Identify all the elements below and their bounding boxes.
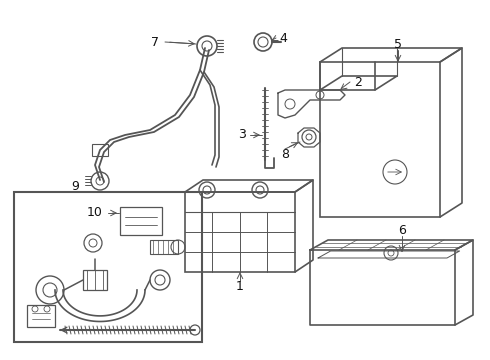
Bar	[14, 192, 202, 342]
Text: 3: 3	[238, 129, 246, 141]
Text: 5: 5	[394, 37, 402, 50]
Text: 6: 6	[398, 224, 406, 237]
Bar	[320, 62, 440, 217]
Text: 4: 4	[279, 31, 287, 45]
Bar	[27, 305, 55, 327]
Bar	[83, 270, 107, 290]
Bar	[92, 144, 108, 156]
Bar	[150, 240, 178, 254]
Bar	[120, 207, 162, 235]
Text: 10: 10	[87, 207, 103, 220]
Text: 8: 8	[281, 148, 289, 162]
Text: 1: 1	[236, 279, 244, 292]
Bar	[185, 192, 295, 272]
Text: 9: 9	[71, 180, 79, 193]
Text: 7: 7	[151, 36, 159, 49]
Text: 2: 2	[354, 76, 362, 89]
